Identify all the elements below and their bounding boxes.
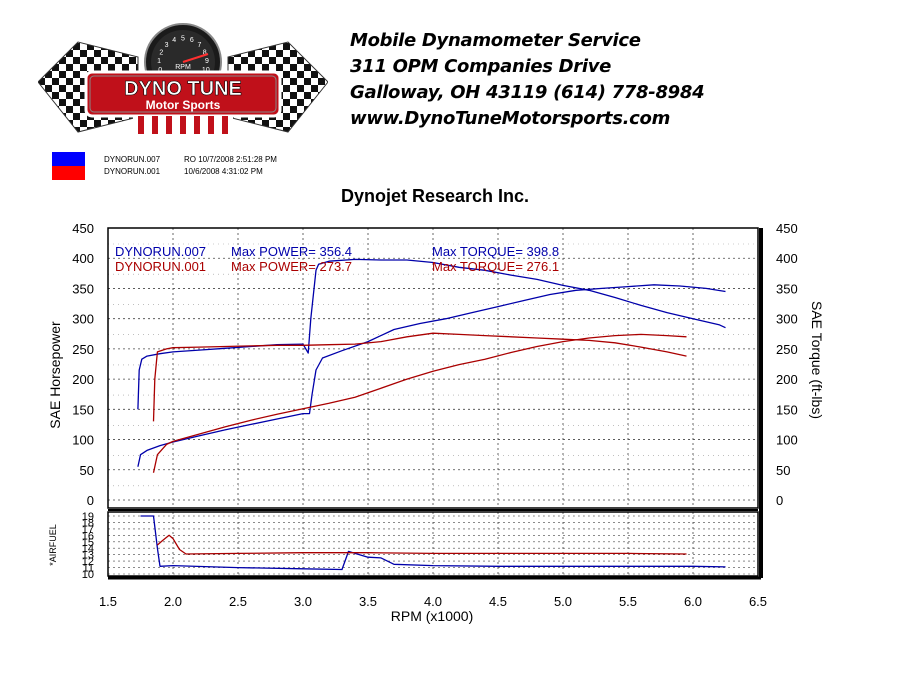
gauge-number: 9	[205, 58, 209, 65]
gauge-number: 7	[197, 42, 201, 49]
x-tick-label: 5.5	[619, 594, 637, 609]
address-line-city-phone: Galloway, OH 43119 (614) 778-8984	[350, 82, 705, 103]
legend-power-red: Max POWER= 273.7	[231, 259, 352, 274]
x-tick-label: 3.5	[359, 594, 377, 609]
af-tick-label: 10	[82, 569, 94, 581]
y-tick-label-left: 50	[80, 463, 94, 478]
airfuel-plot-frame	[107, 511, 759, 577]
series-dynorun-001-torque	[152, 332, 687, 422]
y-tick-label-left: 0	[87, 493, 94, 508]
af-tick-label: 11	[83, 563, 94, 575]
y-tick-label-right: 150	[776, 402, 798, 417]
af-tick-label: 18	[82, 517, 94, 529]
series-dynorun-007-power	[137, 284, 726, 467]
legend-torque-blue: Max TORQUE= 398.8	[432, 244, 559, 259]
y-tick-label-left: 350	[72, 281, 94, 296]
af-tick-label: 15	[82, 537, 94, 549]
run-row-2: DYNORUN.001 10/6/2008 4:31:02 PM	[104, 167, 263, 176]
y-tick-label-left: 150	[72, 402, 94, 417]
y-tick-label-left: 100	[72, 433, 94, 448]
logo-title: DYNO TUNE	[124, 78, 242, 100]
main-plot-frame	[107, 227, 759, 509]
run-note: RO 10/7/2008 2:51:28 PM	[184, 155, 277, 164]
x-axis-label: RPM (x1000)	[391, 608, 473, 624]
company-logo: 0 1 2 3 4 5 6 7 8 9 10 RPM DYNO TUNE Motor Sports	[37, 22, 329, 142]
legend-run-blue: DYNORUN.007	[115, 244, 206, 259]
run-file: DYNORUN.007	[104, 155, 161, 164]
logo-subtitle: Motor Sports	[146, 98, 221, 112]
y-tick-label-right: 400	[776, 251, 798, 266]
af-tick-label: 19	[82, 511, 94, 523]
x-tick-label: 4.0	[424, 594, 442, 609]
gauge-number: 3	[165, 42, 169, 49]
y-tick-label-right: 200	[776, 372, 798, 387]
run-row-1: DYNORUN.007 RO 10/7/2008 2:51:28 PM	[104, 155, 277, 164]
y-tick-label-left: 300	[72, 312, 94, 327]
x-tick-label: 6.0	[684, 594, 702, 609]
y-tick-label-right: 300	[776, 312, 798, 327]
series-dynorun-001-power	[152, 333, 687, 473]
plot-frames	[107, 227, 763, 580]
y-tick-label-left: 400	[72, 251, 94, 266]
run-file: DYNORUN.001	[104, 167, 161, 176]
x-tick-label: 6.5	[749, 594, 767, 609]
tick-labels: 0 0 50 50 100 100 150 150 200 200 250 250 300 300 350 3…	[72, 221, 797, 609]
airfuel-axis-label: *AIRFUEL	[48, 524, 58, 566]
y-tick-label-right: 50	[776, 463, 790, 478]
y-tick-label-left: 250	[72, 342, 94, 357]
shop-address-block: Mobile Dynamometer Service 311 OPM Compa…	[350, 28, 705, 132]
gauge-rpm-label: RPM	[175, 64, 191, 71]
y-tick-label-left: 450	[72, 221, 94, 236]
af-tick-label: 12	[82, 556, 94, 568]
legend-run-red: DYNORUN.001	[115, 259, 206, 274]
logo-graphic: 0 1 234 5 678 9 10 RPM DYNO TUNE Motor Sports	[37, 23, 329, 134]
airfuel-plot-grid	[107, 512, 759, 576]
gauge-number: 10	[202, 67, 210, 74]
series-dynorun-001-airfuel	[156, 534, 687, 555]
x-tick-label: 2.0	[164, 594, 182, 609]
y-axis-label-right: SAE Torque (ft-lbs)	[809, 301, 825, 419]
series-dynorun-007-torque	[137, 258, 726, 410]
legend-torque-red: Max TORQUE= 276.1	[432, 259, 559, 274]
y-tick-label-right: 350	[776, 281, 798, 296]
af-tick-label: 14	[82, 543, 94, 555]
y-tick-label-right: 0	[776, 493, 783, 508]
y-axis-label-left: SAE Horsepower	[47, 321, 63, 429]
x-tick-label: 1.5	[99, 594, 117, 609]
gauge-number: 6	[190, 37, 194, 44]
y-tick-label-right: 250	[776, 342, 798, 357]
gauge-number: 0	[158, 67, 162, 74]
address-line-street: 311 OPM Companies Drive	[350, 56, 612, 77]
address-line-website: www.DynoTuneMotorsports.com	[350, 108, 671, 129]
run-color-flag	[52, 152, 85, 180]
x-tick-label: 2.5	[229, 594, 247, 609]
run-note: 10/6/2008 4:31:02 PM	[184, 167, 263, 176]
y-tick-label-right: 450	[776, 221, 798, 236]
y-tick-label-left: 200	[72, 372, 94, 387]
af-tick-label: 13	[82, 550, 94, 562]
gauge-number: 5	[181, 36, 185, 43]
series-dynorun-007-airfuel	[140, 515, 726, 571]
af-tick-label: 16	[82, 530, 94, 542]
chart-legend: DYNORUN.007 Max POWER= 356.4 Max TORQUE=…	[115, 244, 559, 274]
x-tick-label: 3.0	[294, 594, 312, 609]
gauge-number: 1	[157, 58, 161, 65]
gauge-number: 8	[203, 49, 207, 56]
address-line-service: Mobile Dynamometer Service	[350, 30, 641, 51]
y-tick-label-right: 100	[776, 433, 798, 448]
legend-power-blue: Max POWER= 356.4	[231, 244, 352, 259]
gauge-number: 4	[172, 37, 176, 44]
af-tick-label: 17	[82, 524, 94, 536]
x-tick-label: 4.5	[489, 594, 507, 609]
gauge-number: 2	[159, 49, 163, 56]
logo-stripes	[133, 116, 233, 134]
chart-title: Dynojet Research Inc.	[341, 186, 529, 206]
x-tick-label: 5.0	[554, 594, 572, 609]
series-lines	[137, 258, 726, 571]
